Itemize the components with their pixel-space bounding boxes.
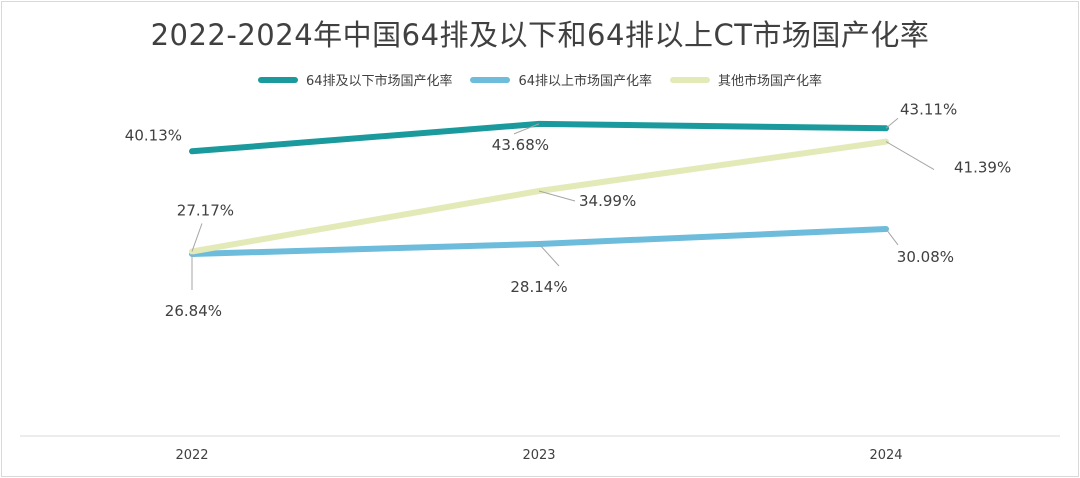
data-label-s3-2023: 34.99%: [579, 192, 636, 210]
data-label-s3-2024: 41.39%: [954, 159, 1011, 177]
legend-item-series-3: 其他市场国产化率: [670, 70, 822, 89]
data-label-s1-2022: 40.13%: [125, 126, 182, 144]
data-label-s1-2023: 43.68%: [492, 136, 549, 154]
x-tick-label-2023: 2023: [522, 448, 555, 463]
data-label-s2-2023: 28.14%: [510, 278, 567, 296]
data-label-s3-2022: 27.17%: [177, 201, 234, 219]
leader-line-s1-2024: [885, 117, 899, 129]
leader-line-s3-2022: [191, 223, 203, 252]
leader-line-s1-2023: [513, 123, 540, 135]
data-label-s1-2024: 43.11%: [900, 100, 957, 118]
legend-item-series-1: 64排及以下市场国产化率: [257, 70, 453, 89]
legend-item-series-2: 64排以上市场国产化率: [470, 70, 652, 89]
chart-title: 2022-2024年中国64排及以下和64排以上CT市场国产化率: [150, 18, 930, 52]
x-tick-label-2022: 2022: [175, 448, 208, 463]
legend-label-series-1: 64排及以下市场国产化率: [305, 74, 453, 89]
legend-swatch-series-3: [670, 76, 711, 83]
leader-line-s3-2024: [885, 141, 935, 170]
legend-swatch-series-2: [470, 76, 511, 83]
leader-line-s2-2024: [885, 228, 899, 246]
legend-label-series-3: 其他市场国产化率: [718, 74, 823, 89]
data-label-s2-2022: 26.84%: [165, 302, 222, 320]
data-label-s2-2024: 30.08%: [897, 248, 954, 266]
leader-line-s2-2023: [538, 243, 560, 267]
legend-label-series-2: 64排以上市场国产化率: [518, 74, 653, 89]
legend-swatch-series-1: [257, 76, 298, 83]
chart-legend: 64排及以下市场国产化率 64排以上市场国产化率 其他市场国产化率: [0, 70, 1080, 89]
series-line-3: [189, 138, 889, 255]
x-tick-label-2024: 2024: [869, 448, 902, 463]
leader-line-s3-2023: [538, 190, 576, 202]
